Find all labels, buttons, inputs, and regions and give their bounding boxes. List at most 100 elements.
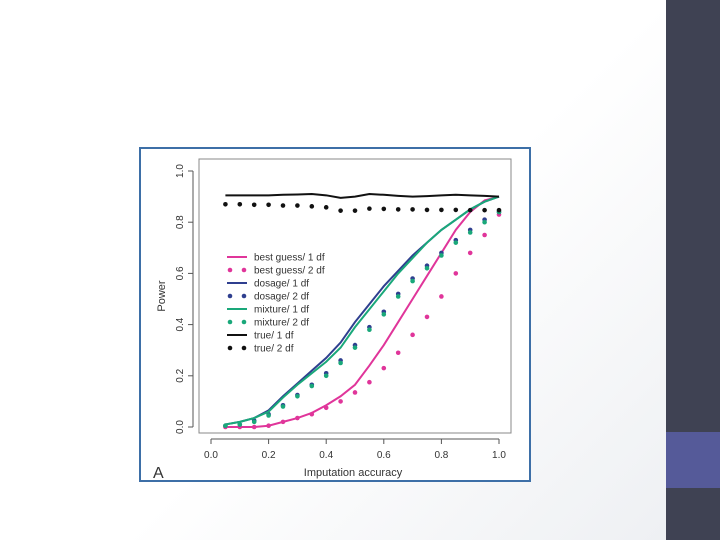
x-tick-label: 0.8 [434, 450, 448, 461]
legend-swatch-dot [227, 267, 233, 273]
data-point [295, 415, 300, 421]
series-7 [223, 201, 502, 213]
data-point [453, 207, 459, 213]
series-4 [225, 195, 500, 426]
data-point [223, 423, 228, 429]
data-point [453, 271, 459, 276]
data-point [424, 265, 430, 271]
data-point [323, 205, 329, 210]
data-point [295, 203, 300, 208]
data-point [338, 399, 343, 404]
data-point [237, 201, 243, 207]
data-point [367, 206, 372, 211]
data-point [482, 219, 487, 225]
legend-label: true/ 2 df [254, 344, 294, 355]
data-point [410, 278, 415, 284]
data-point [352, 345, 358, 350]
legend-item: mixture/ 1 df [227, 305, 309, 316]
data-point [467, 207, 473, 213]
series-0 [225, 195, 500, 428]
series-line [225, 195, 500, 426]
data-point [352, 390, 358, 395]
legend-item: best guess/ 2 df [227, 266, 325, 277]
data-point [395, 207, 401, 212]
chart-figure: 0.0 0.2 0.4 0.6 0.8 1.0 0.0 0.2 0.4 0.6 0.8 1.0 bes… [139, 147, 531, 482]
data-point [482, 207, 487, 213]
series-6 [225, 193, 500, 199]
power-chart: 0.0 0.2 0.4 0.6 0.8 1.0 0.0 0.2 0.4 0.6 0.8 1.0 bes… [153, 158, 512, 480]
legend-item: dosage/ 1 df [227, 279, 309, 290]
data-point [280, 404, 286, 409]
x-tick-label: 0.4 [319, 450, 333, 461]
legend-swatch-dot [227, 319, 233, 325]
x-tick-label: 0.0 [204, 450, 218, 461]
legend-item: mixture/ 2 df [227, 318, 309, 329]
y-tick-label: 0.4 [175, 317, 186, 331]
data-point [381, 312, 387, 317]
series-1 [223, 212, 502, 430]
data-point [467, 230, 473, 235]
series-line [225, 193, 500, 199]
legend-swatch-dot [241, 319, 247, 325]
legend-swatch-dot [241, 293, 247, 299]
slide-sidebar-accent [666, 432, 720, 488]
plot-area-box [198, 158, 512, 434]
data-point [266, 423, 271, 429]
legend-label: mixture/ 2 df [254, 318, 309, 329]
data-point [367, 379, 372, 385]
data-point [309, 204, 315, 209]
legend-swatch-dot [227, 293, 233, 299]
y-tick-label: 1.0 [175, 164, 186, 178]
series-line [225, 195, 500, 428]
data-point [309, 411, 315, 417]
data-point [251, 202, 257, 208]
data-point [266, 413, 271, 418]
data-point [367, 327, 372, 333]
data-point [395, 294, 401, 299]
data-point [323, 405, 329, 411]
x-axis-label: Imputation accuracy [304, 467, 403, 479]
data-point [309, 383, 315, 389]
data-point [424, 207, 430, 213]
legend-swatch-dot [227, 345, 233, 351]
y-tick-label: 0.0 [175, 420, 186, 434]
legend-label: best guess/ 1 df [254, 253, 325, 264]
data-point [453, 240, 459, 245]
legend-item: best guess/ 1 df [227, 253, 325, 264]
legend-label: best guess/ 2 df [254, 266, 325, 277]
legend-label: mixture/ 1 df [254, 305, 309, 316]
data-point [338, 360, 343, 366]
data-point [280, 203, 286, 208]
data-point [424, 314, 430, 320]
legend-swatch-dot [241, 345, 247, 351]
data-point [381, 365, 387, 371]
data-point [223, 201, 228, 207]
data-point [395, 350, 401, 356]
data-point [251, 424, 257, 430]
data-point [439, 294, 444, 299]
legend-item: dosage/ 2 df [227, 292, 309, 303]
legend-swatch-dot [241, 267, 247, 273]
data-point [338, 208, 343, 213]
data-point [251, 419, 257, 425]
y-tick-label: 0.8 [175, 215, 186, 229]
chart-axes: 0.0 0.2 0.4 0.6 0.8 1.0 0.0 0.2 0.4 0.6 0.8 1.0 [175, 164, 506, 461]
y-axis-label: Power [156, 280, 168, 312]
data-point [439, 207, 444, 213]
chart-marks [223, 193, 502, 430]
data-point [266, 202, 271, 208]
data-point [410, 207, 415, 212]
data-point [467, 250, 473, 256]
legend-item: true/ 2 df [227, 344, 294, 355]
data-point [410, 332, 415, 338]
y-tick-label: 0.2 [175, 368, 186, 382]
legend-item: true/ 1 df [227, 331, 294, 342]
y-tick-label: 0.6 [175, 266, 186, 280]
chart-legend: best guess/ 1 df best guess/ 2 df dosage/ … [227, 253, 325, 355]
data-point [323, 373, 329, 379]
data-point [237, 422, 243, 427]
data-point [352, 208, 358, 213]
legend-label: dosage/ 2 df [254, 292, 309, 303]
x-tick-label: 1.0 [492, 450, 506, 461]
data-point [295, 393, 300, 399]
